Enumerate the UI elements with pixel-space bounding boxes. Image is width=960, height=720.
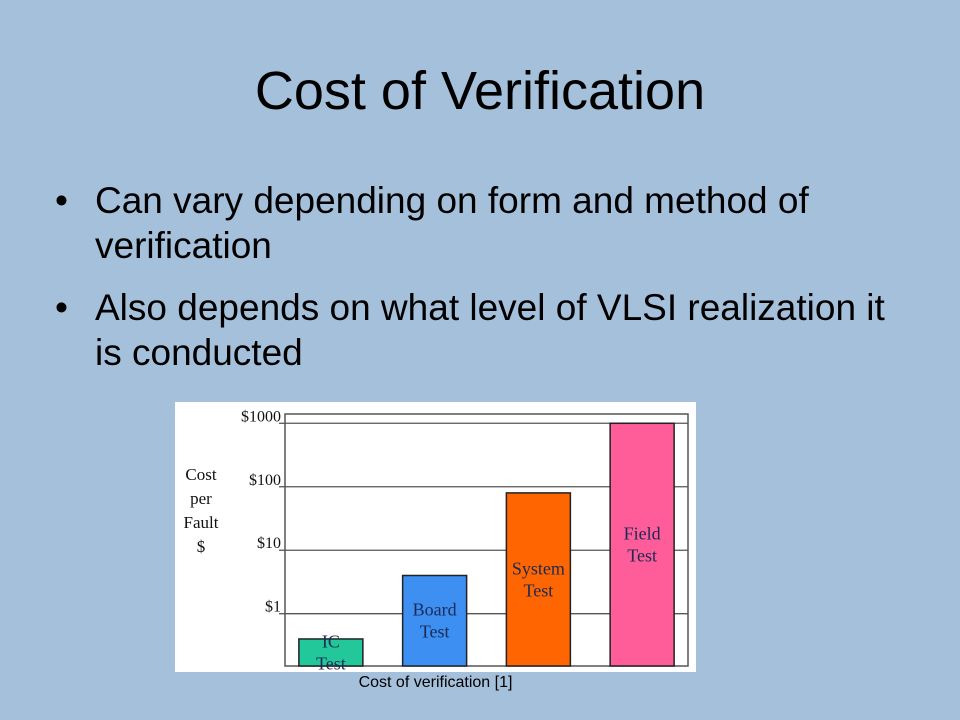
bullet-marker: • xyxy=(55,180,68,221)
bar-label: Test xyxy=(316,653,346,672)
bar-label: Test xyxy=(627,546,657,566)
bar xyxy=(609,422,675,667)
bullet-marker: • xyxy=(55,287,68,328)
cost-chart: $1 $10 $100 $1000 Cost per Fault $ IC Test Board Te… xyxy=(175,402,696,672)
chart-caption: Cost of verification [1] xyxy=(358,674,513,691)
bar-label: Test xyxy=(420,622,450,642)
bar-label: Board xyxy=(413,600,457,620)
bar-label: Field xyxy=(624,524,661,544)
bar-label: Test xyxy=(524,580,554,600)
y-tick-label: $100 xyxy=(249,472,281,489)
y-axis-label: Fault xyxy=(184,513,219,532)
bar xyxy=(298,638,364,667)
y-tick-label: $1000 xyxy=(241,408,281,425)
y-axis-label: per xyxy=(190,489,212,508)
bar xyxy=(505,492,572,667)
bar-label: IC xyxy=(322,631,340,651)
bullet-item: • Also depends on what level of VLSI rea… xyxy=(55,285,915,375)
bullet-list: • Can vary depending on form and method … xyxy=(55,178,915,392)
bullet-item: • Can vary depending on form and method … xyxy=(55,178,915,268)
bullet-text: Also depends on what level of VLSI reali… xyxy=(95,287,885,373)
y-axis-label: Cost xyxy=(185,465,216,484)
y-tick-label: $10 xyxy=(257,535,281,552)
y-axis-label: $ xyxy=(197,537,206,556)
chart-svg: $1$10$100$1000CostperFault$ICTestBoardTe… xyxy=(184,408,689,672)
y-tick-label: $1 xyxy=(265,599,281,616)
bullet-text: Can vary depending on form and method of… xyxy=(95,180,809,266)
bar-label: System xyxy=(512,558,565,578)
slide-title: Cost of Verification xyxy=(254,61,706,121)
bar xyxy=(401,574,468,667)
